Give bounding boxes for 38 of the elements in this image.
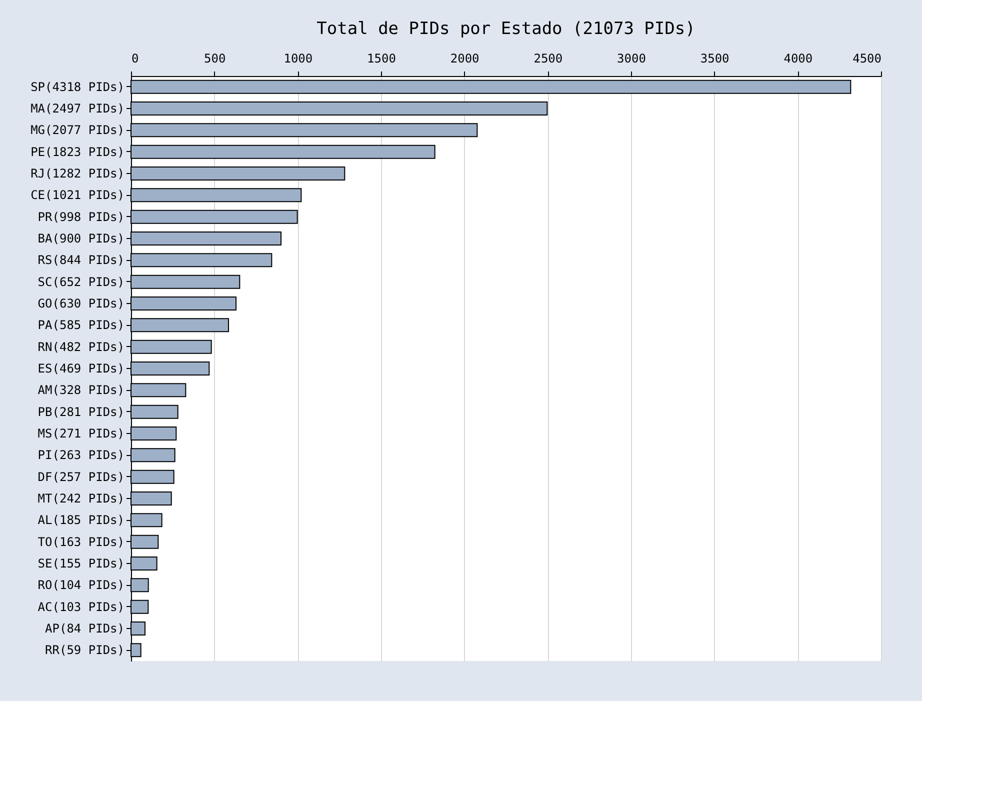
y-tick-label: PR(998 PIDs) xyxy=(38,210,124,224)
x-tick-label: 4000 xyxy=(784,52,813,66)
x-tick-label: 3000 xyxy=(617,52,646,66)
y-tick-label: MA(2497 PIDs) xyxy=(30,102,124,116)
y-tick-label: ES(469 PIDs) xyxy=(38,362,124,376)
x-tick-label: 2500 xyxy=(534,52,563,66)
y-tick-label: SP(4318 PIDs) xyxy=(30,80,124,94)
y-tick-label: RR(59 PIDs) xyxy=(45,643,124,658)
y-tick-label: SC(652 PIDs) xyxy=(38,274,124,289)
y-tick-label: DF(257 PIDs) xyxy=(38,470,124,484)
y-tick-label: TO(163 PIDs) xyxy=(38,534,124,549)
x-tick-label: 0 xyxy=(132,52,139,66)
y-tick-label: PA(585 PIDs) xyxy=(38,318,124,332)
y-tick-label: RO(104 PIDs) xyxy=(38,578,124,592)
x-tick-label: 3500 xyxy=(700,52,730,66)
x-tick-label: 1000 xyxy=(284,52,313,66)
y-tick-label: AC(103 PIDs) xyxy=(38,600,124,614)
y-tick-label: MG(2077 PIDs) xyxy=(30,123,124,138)
y-tick-label: SE(155 PIDs) xyxy=(38,556,124,570)
y-tick-label: PI(263 PIDs) xyxy=(38,448,124,462)
x-tick-label: 1500 xyxy=(367,52,396,66)
y-tick-label: MS(271 PIDs) xyxy=(38,426,124,440)
y-tick-label: GO(630 PIDs) xyxy=(38,296,124,310)
y-tick-label: RN(482 PIDs) xyxy=(38,340,124,354)
chart-title: Total de PIDs por Estado (21073 PIDs) xyxy=(316,19,696,39)
x-tick-label: 500 xyxy=(204,52,226,66)
y-tick-label: CE(1021 PIDs) xyxy=(30,188,124,202)
y-tick-label: BA(900 PIDs) xyxy=(38,232,124,246)
y-tick-label: RJ(1282 PIDs) xyxy=(30,166,124,180)
y-tick-label: AL(185 PIDs) xyxy=(38,513,124,528)
y-tick-label: PB(281 PIDs) xyxy=(38,404,124,419)
y-tick-label: AM(328 PIDs) xyxy=(38,383,124,398)
y-tick-label: AP(84 PIDs) xyxy=(45,622,124,636)
x-tick-label: 4500 xyxy=(852,52,882,66)
y-tick-label: PE(1823 PIDs) xyxy=(30,144,124,159)
y-tick-label: MT(242 PIDs) xyxy=(38,492,124,506)
y-tick-label: RS(844 PIDs) xyxy=(38,253,124,268)
x-tick-label: 2000 xyxy=(450,52,480,66)
